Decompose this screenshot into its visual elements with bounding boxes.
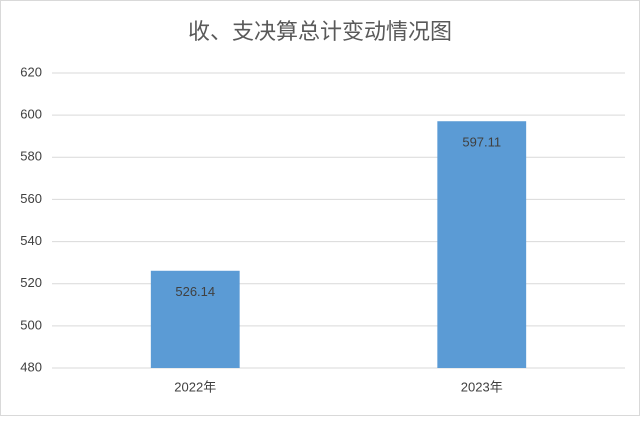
- y-tick-label: 500: [20, 317, 42, 332]
- y-tick-label: 580: [20, 149, 42, 164]
- data-label: 597.11: [462, 135, 501, 150]
- chart-title: 收、支决算总计变动情况图: [188, 19, 452, 44]
- x-tick-label: 2022年: [174, 379, 216, 394]
- y-tick-label: 520: [20, 275, 42, 290]
- y-tick-label: 540: [20, 233, 42, 248]
- y-tick-label: 620: [20, 64, 42, 79]
- bar: [150, 270, 240, 368]
- x-tick-label: 2023年: [461, 379, 503, 394]
- data-label: 526.14: [175, 284, 215, 299]
- y-tick-label: 480: [20, 359, 42, 374]
- bar: [437, 121, 527, 368]
- y-tick-label: 600: [20, 107, 42, 122]
- y-tick-label: 560: [20, 191, 42, 206]
